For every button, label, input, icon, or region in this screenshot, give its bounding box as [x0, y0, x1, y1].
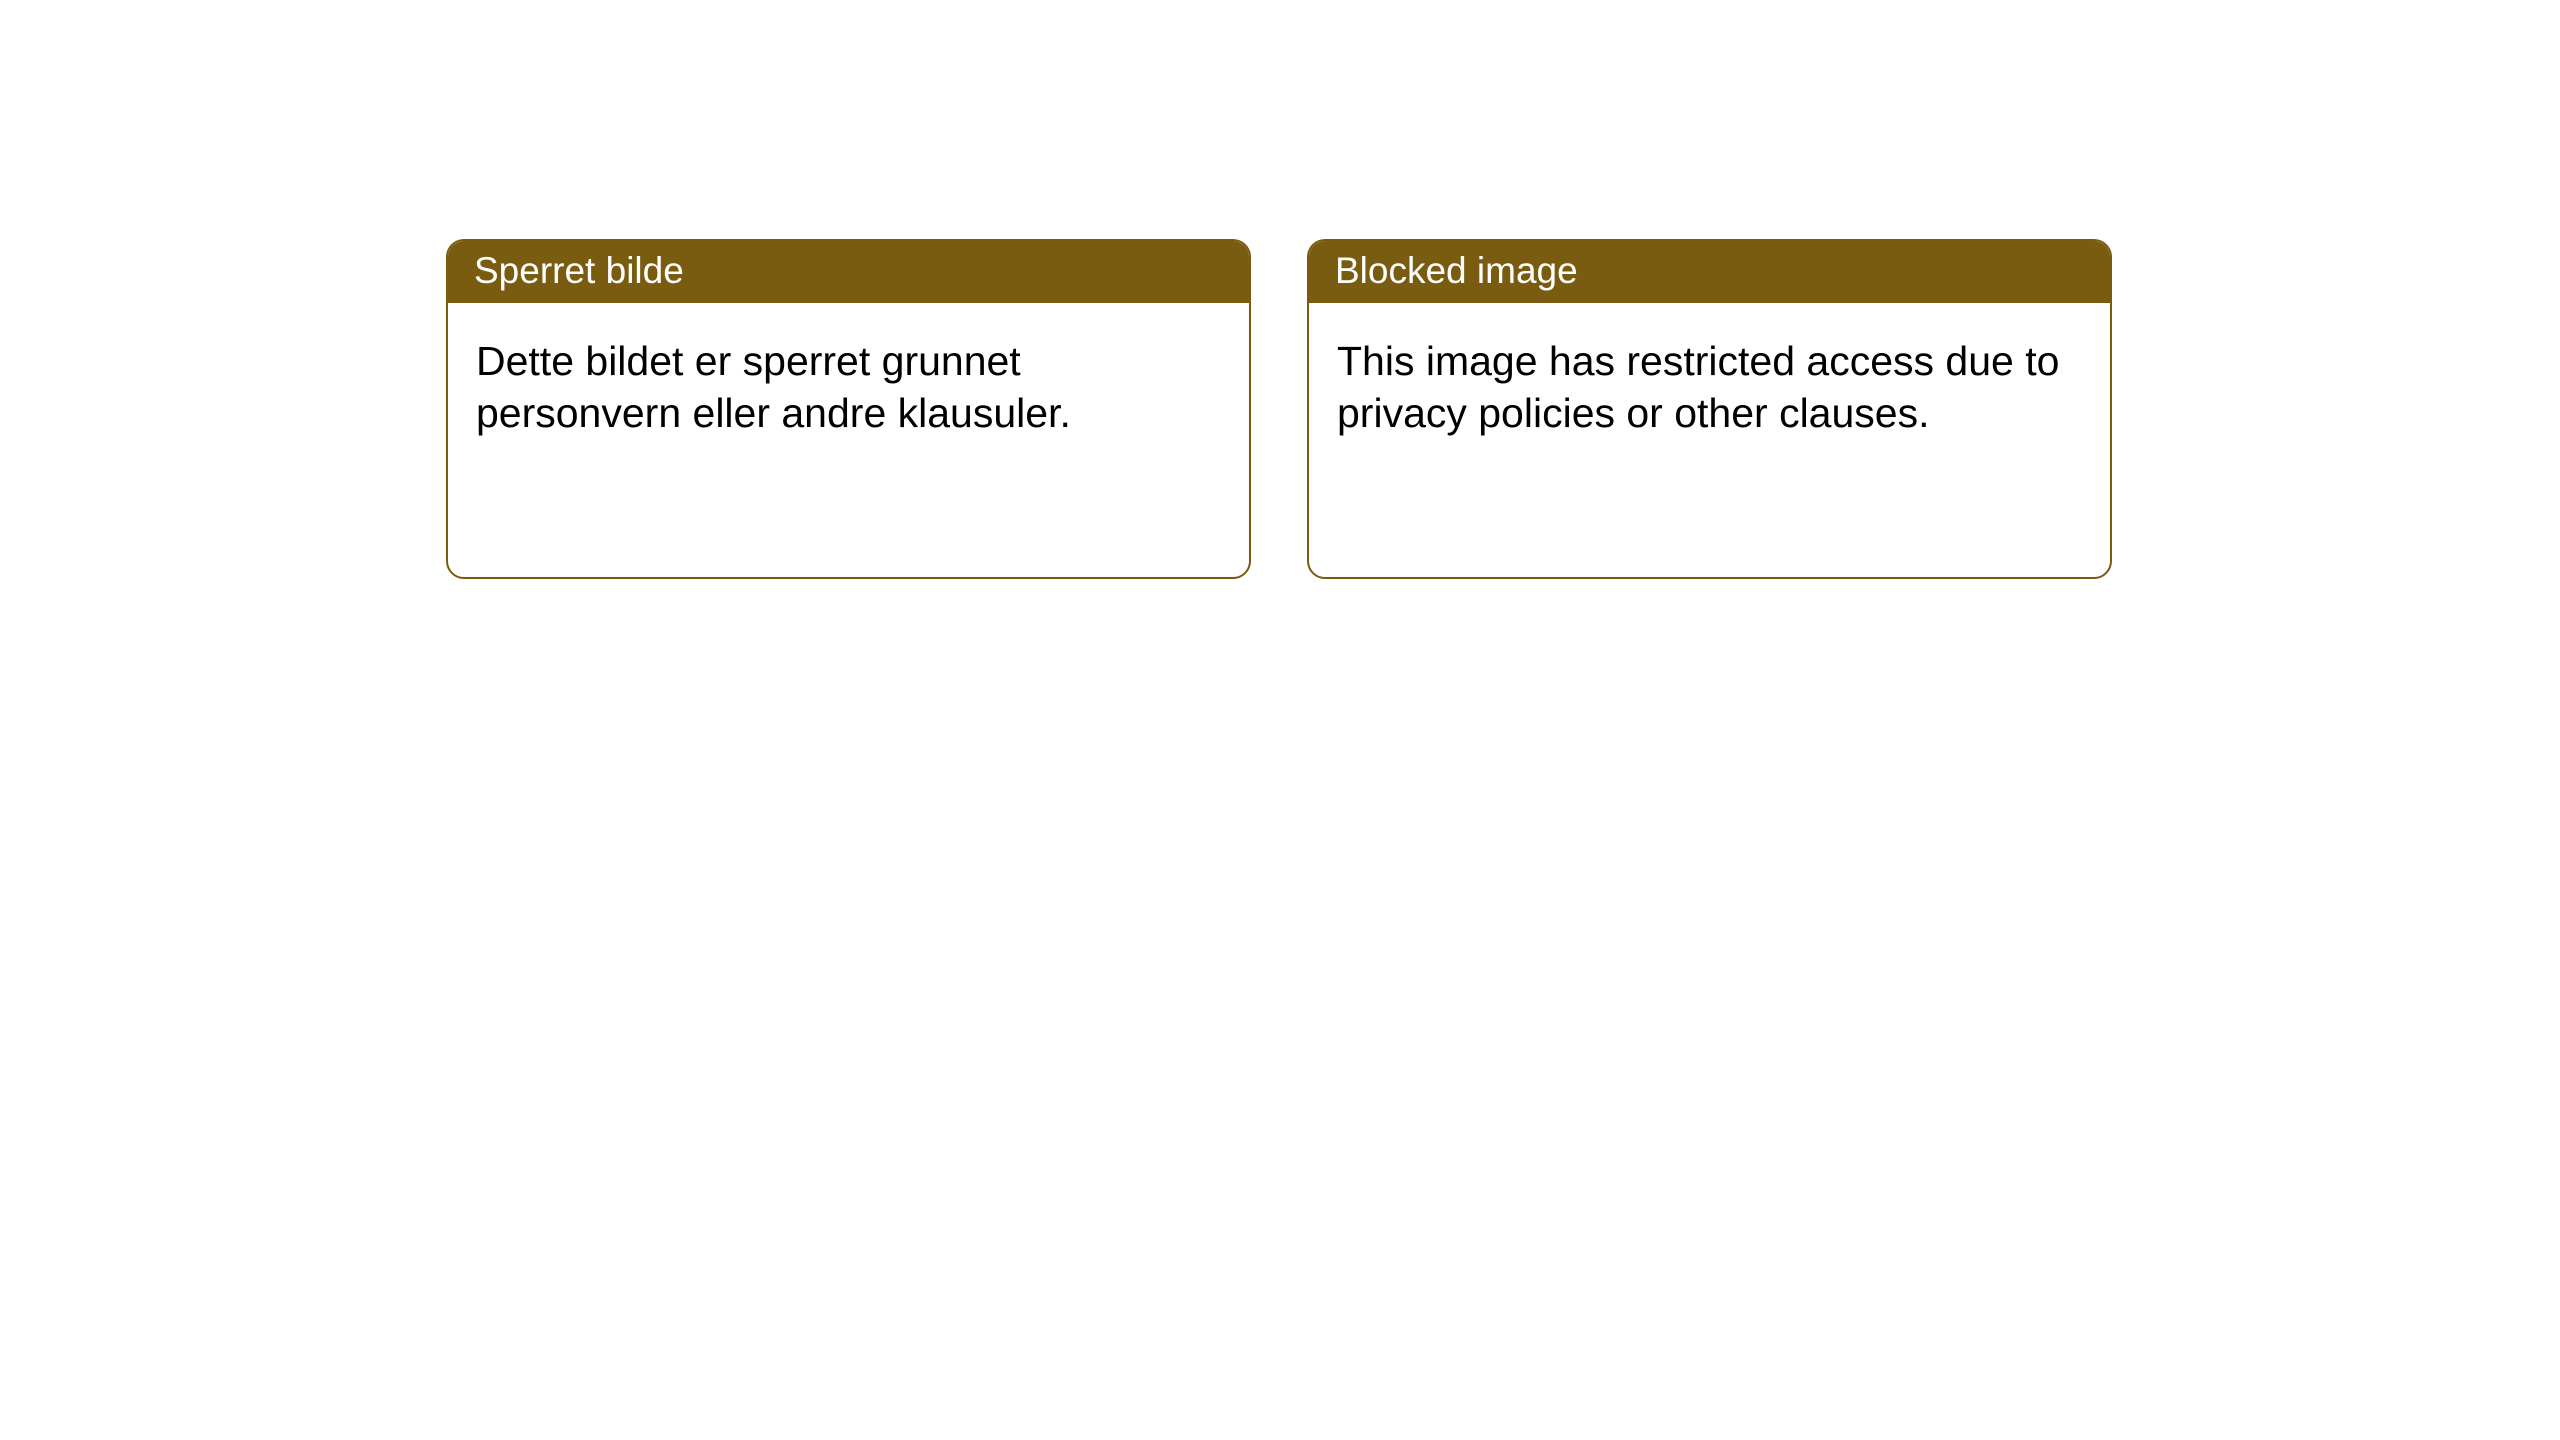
card-title: Blocked image — [1309, 241, 2110, 303]
blocked-image-card-no: Sperret bilde Dette bildet er sperret gr… — [446, 239, 1251, 579]
cards-row: Sperret bilde Dette bildet er sperret gr… — [0, 0, 2560, 579]
card-body: This image has restricted access due to … — [1309, 303, 2110, 471]
blocked-image-card-en: Blocked image This image has restricted … — [1307, 239, 2112, 579]
card-body: Dette bildet er sperret grunnet personve… — [448, 303, 1249, 471]
card-title: Sperret bilde — [448, 241, 1249, 303]
